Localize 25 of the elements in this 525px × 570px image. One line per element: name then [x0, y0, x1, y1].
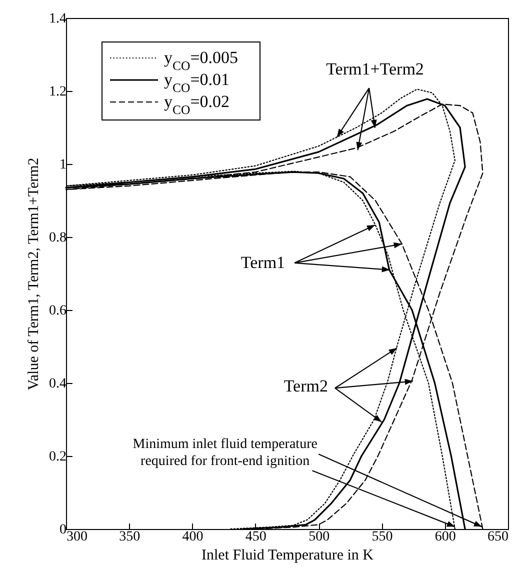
- legend-label: y$_{CO}$=0.02: [164, 92, 230, 117]
- annotation: Minimum inlet fluid temperature required for front-end ignition: [132, 436, 318, 469]
- y-tick-label: 0.4: [49, 376, 66, 392]
- y-tick-label: 1.2: [49, 84, 66, 100]
- y-tick-label: 0.2: [49, 450, 66, 464]
- x-tick-label: 450: [245, 530, 266, 544]
- x-tick-label: 550: [372, 530, 393, 544]
- x-tick-label: 400: [182, 530, 204, 544]
- y-tick-label: 0: [60, 522, 66, 538]
- y-tick-label: 0.8: [49, 230, 66, 246]
- x-tick-label: 300: [66, 530, 88, 544]
- annotation: Term2: [284, 376, 328, 396]
- y-axis-title: Value of Term1, Term2, Term1+Term2: [26, 158, 42, 390]
- annotation: Term1: [240, 253, 286, 272]
- x-tick-label: 350: [119, 530, 140, 544]
- legend-label: y$_{CO}$=0.005: [164, 48, 238, 73]
- legend-label: y$_{CO}$=0.01: [164, 70, 230, 95]
- y-tick-label: 1: [60, 158, 66, 172]
- y-tick-label: 1.4: [49, 12, 66, 26]
- y-tick-label: 0.6: [49, 304, 66, 318]
- annotation: Term1+Term2: [326, 60, 424, 79]
- x-axis-title: Inlet Fluid Temperature in K: [202, 548, 374, 564]
- x-tick-label: 650: [488, 530, 508, 544]
- x-tick-label: 600: [434, 530, 456, 544]
- x-tick-label: 500: [308, 530, 330, 544]
